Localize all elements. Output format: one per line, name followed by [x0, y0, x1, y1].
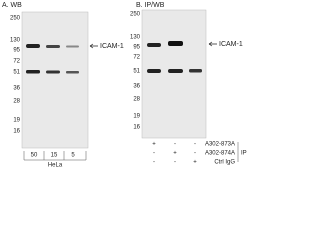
marker-label: 130	[130, 35, 141, 41]
sign: -	[194, 151, 196, 157]
marker-label: 51	[13, 70, 20, 76]
marker-label: 51	[133, 69, 140, 75]
marker-label: 16	[133, 125, 140, 131]
bands-b	[147, 41, 202, 73]
target-label: ICAM-1	[100, 43, 124, 50]
marker-label: 95	[13, 48, 20, 54]
lane-label: 50	[31, 153, 38, 159]
sample-label: HeLa	[48, 163, 63, 169]
arrow	[89, 43, 98, 49]
group-label: IP	[241, 151, 247, 157]
marker-label: 28	[133, 97, 140, 103]
arrow	[208, 41, 217, 47]
marker-label: 28	[13, 99, 20, 105]
blot-b	[141, 9, 207, 139]
marker-label: 250	[10, 16, 21, 22]
marker-label: 36	[133, 84, 140, 90]
sign: -	[153, 151, 155, 157]
panel-title: A. WB	[2, 2, 22, 9]
marker-label: 72	[133, 55, 140, 61]
row-label: Ctrl IgG	[214, 160, 235, 166]
sign: +	[152, 142, 156, 148]
marker-label: 36	[13, 86, 20, 92]
marker-label: 72	[13, 59, 20, 65]
sign: -	[174, 160, 176, 166]
blot-a	[21, 11, 89, 149]
marker-label: 250	[130, 12, 141, 18]
lane-label: 15	[51, 153, 58, 159]
sign: +	[173, 151, 177, 157]
sign: +	[193, 160, 197, 166]
marker-label: 16	[13, 129, 20, 135]
row-label: A302-874A	[205, 151, 235, 157]
marker-label: 95	[133, 45, 140, 51]
marker-label: 19	[13, 118, 20, 124]
bands-a	[26, 44, 79, 74]
lane-label: 5	[71, 153, 75, 159]
panel-title: B. IP/WB	[136, 2, 165, 9]
target-label: ICAM-1	[219, 41, 243, 48]
row-label: A302-873A	[205, 142, 235, 148]
figure: A. WB B. IP/WB 250 130 95 72 51 36 28 19 16 250 13…	[2, 2, 247, 169]
lane-bracket	[23, 142, 239, 162]
marker-label: 130	[10, 38, 21, 44]
marker-label: 19	[133, 114, 140, 120]
sign: -	[194, 142, 196, 148]
sign: -	[174, 142, 176, 148]
sign: -	[153, 160, 155, 166]
